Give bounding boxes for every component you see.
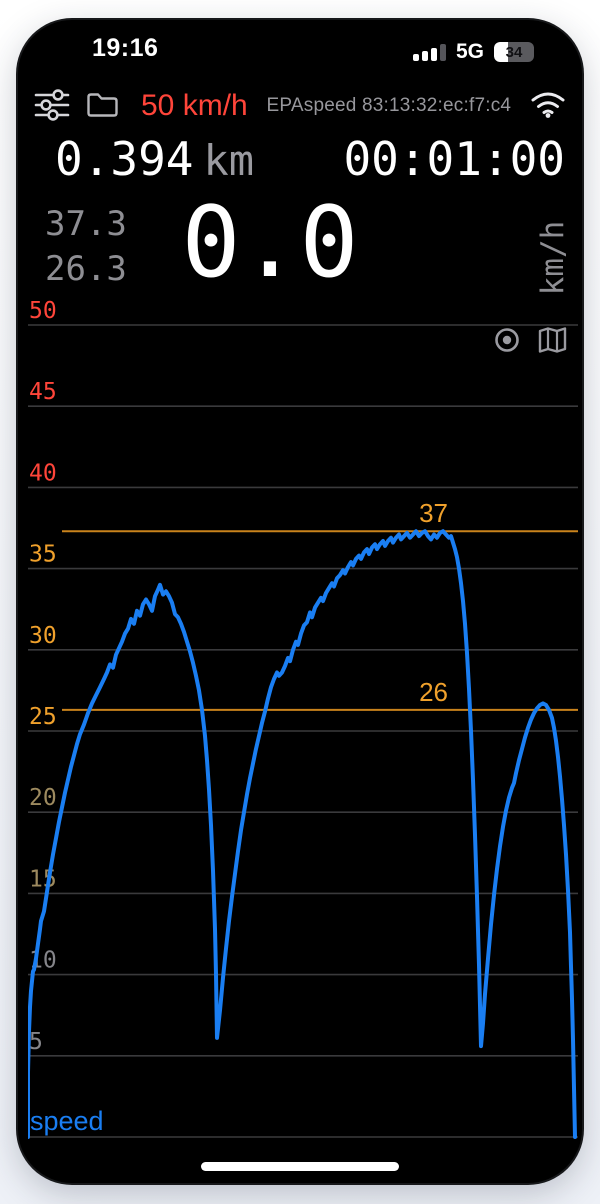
wifi-icon — [530, 91, 566, 122]
trip-row: 0.394 km 00:01:00 — [18, 132, 582, 192]
map-button[interactable] — [537, 326, 568, 357]
svg-text:50: 50 — [29, 300, 57, 324]
svg-text:15: 15 — [29, 866, 57, 892]
device-id-label: EPAspeed 83:13:32:ec:f7:c4 — [266, 95, 512, 116]
map-icon — [537, 326, 568, 357]
max-speed-value: 37.3 — [45, 204, 127, 244]
toolbar: 50 km/h EPAspeed 83:13:32:ec:f7:c4 — [18, 84, 582, 128]
cellular-signal-icon — [412, 43, 446, 61]
distance-unit: km — [203, 136, 255, 185]
app-screen: 19:16 5G 34 — [18, 20, 582, 1183]
svg-text:37: 37 — [419, 498, 448, 528]
settings-sliders-button[interactable] — [34, 88, 70, 124]
sliders-icon — [34, 88, 70, 124]
network-type-label: 5G — [455, 40, 484, 63]
svg-text:45: 45 — [29, 379, 57, 405]
max-avg-speed: 37.3 26.3 — [45, 202, 127, 292]
battery-percent: 34 — [505, 43, 523, 61]
svg-text:26: 26 — [419, 677, 448, 707]
battery-fill — [494, 42, 508, 62]
svg-text:40: 40 — [29, 460, 57, 486]
wifi-button[interactable] — [530, 91, 566, 122]
trip-duration: 00:01:00 — [343, 132, 565, 186]
record-dot-icon — [493, 326, 521, 357]
legend-speed-label: speed — [30, 1106, 104, 1136]
home-indicator[interactable] — [201, 1162, 399, 1171]
folder-icon — [86, 91, 119, 122]
battery-icon: 34 — [494, 42, 534, 62]
svg-text:30: 30 — [29, 623, 57, 649]
status-time: 19:16 — [92, 34, 159, 62]
svg-text:25: 25 — [29, 704, 57, 730]
status-right: 5G 34 — [412, 40, 534, 64]
trip-distance: 0.394 km — [55, 132, 254, 186]
svg-text:5: 5 — [29, 1029, 43, 1055]
speed-limit-value[interactable]: 50 km/h — [141, 89, 248, 122]
phone-frame: 19:16 5G 34 — [18, 20, 582, 1183]
svg-text:35: 35 — [29, 542, 57, 568]
current-speed-value: 0.0 — [181, 186, 359, 300]
speed-chart: 50 45 40 35 30 25 20 15 10 5 37 26 — [26, 298, 578, 1145]
distance-value: 0.394 — [55, 132, 194, 186]
folder-button[interactable] — [86, 91, 119, 122]
record-button[interactable] — [493, 326, 521, 357]
speed-unit-label: km/h — [535, 220, 571, 296]
svg-text:20: 20 — [29, 785, 57, 811]
chart-buttons — [493, 326, 568, 357]
avg-speed-value: 26.3 — [45, 249, 127, 289]
